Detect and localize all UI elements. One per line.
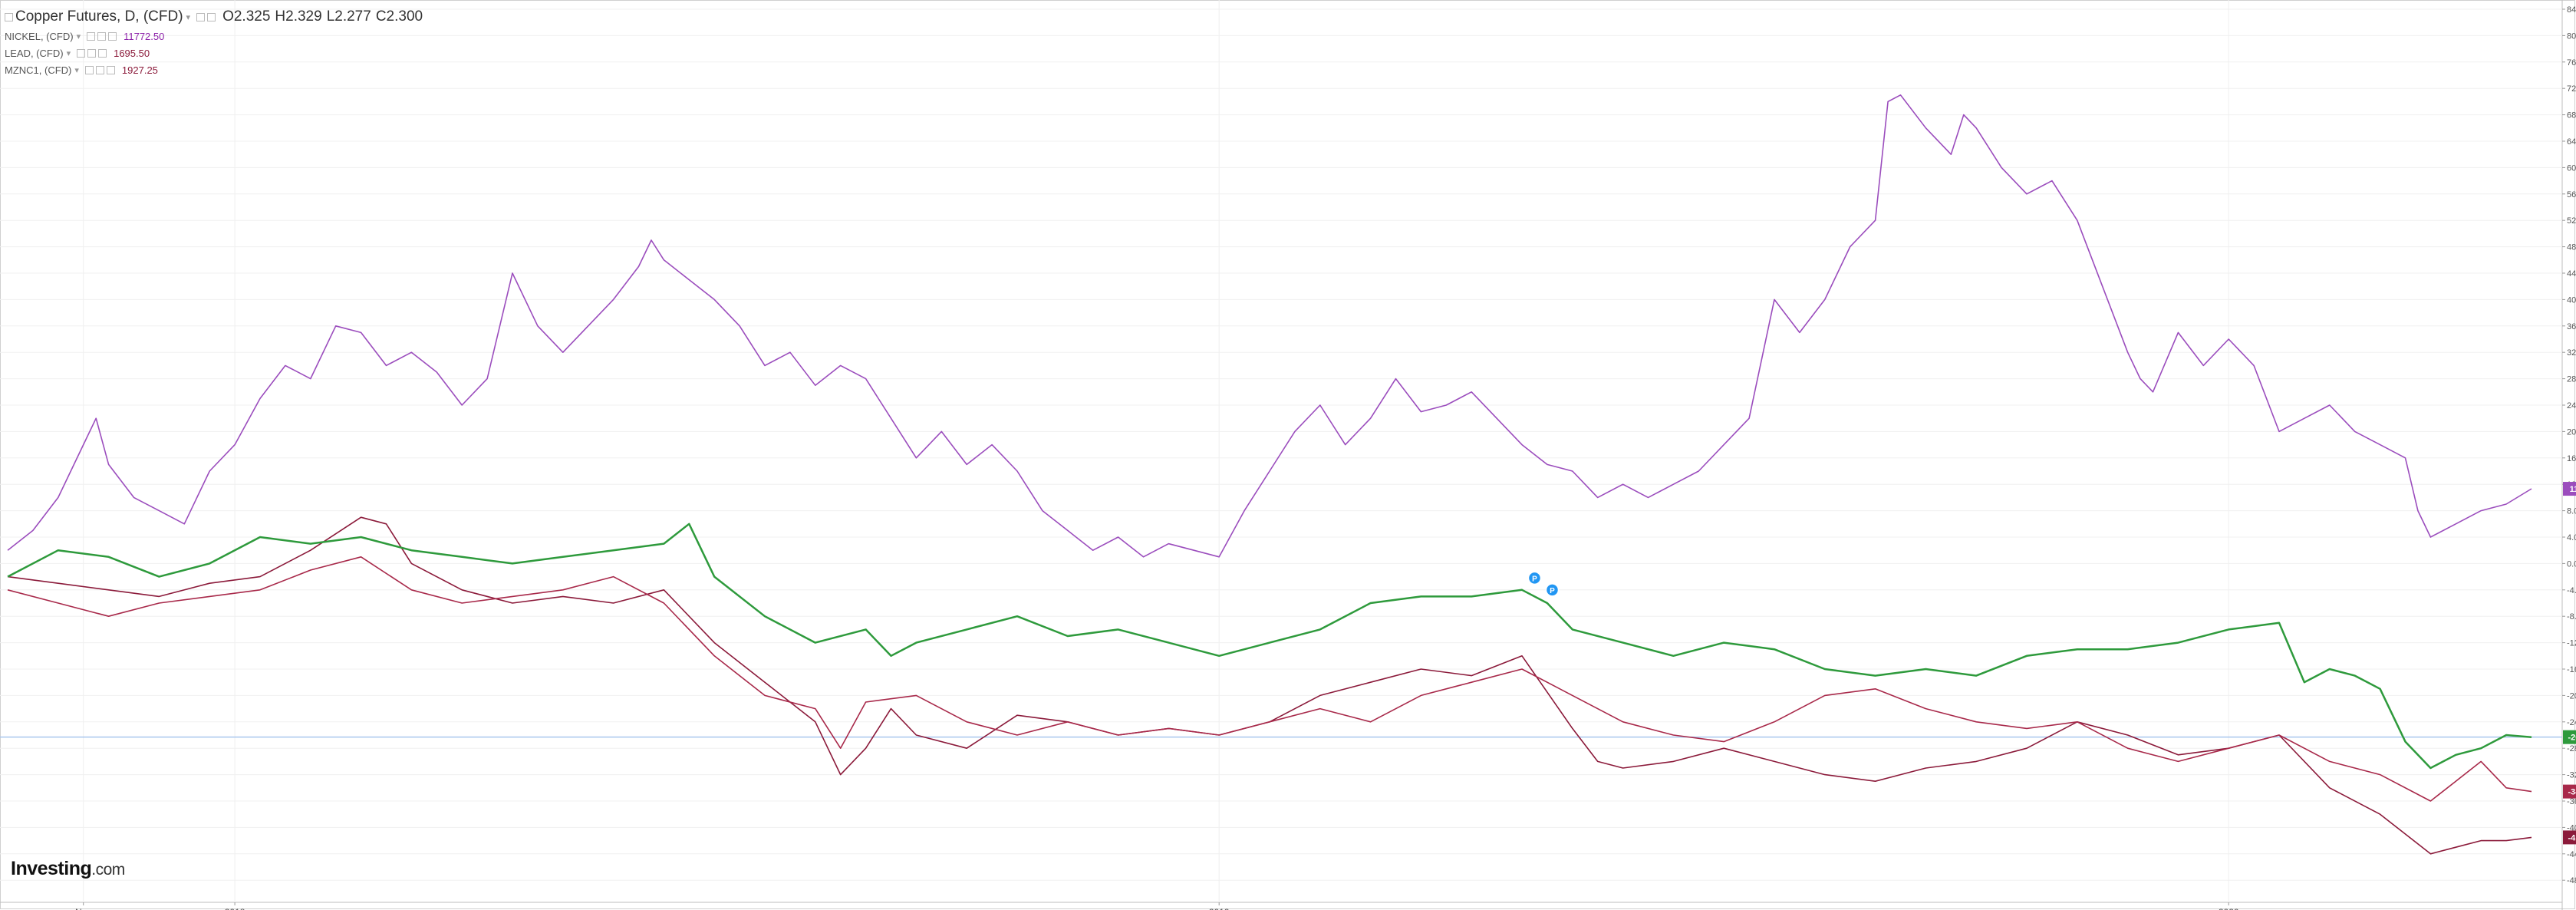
settings-toggle-icon[interactable] (84, 65, 94, 74)
symbol-value: 11772.50 (124, 30, 165, 42)
close-icon[interactable] (98, 48, 107, 58)
y-tick-label: 60.00% (2567, 163, 2576, 173)
event-marker-icon (1527, 571, 1542, 585)
chevron-down-icon[interactable]: ▾ (74, 65, 79, 75)
legend-row-nickel: NICKEL, (CFD) ▾ 11772.50 (5, 28, 423, 45)
event-marker-icon (1545, 583, 1560, 597)
y-tick-label: 52.00% (2567, 216, 2576, 226)
y-tick-label: 56.00% (2567, 190, 2576, 199)
event-marker-label: P (1550, 587, 1555, 595)
last-value-label: -26.31% (2568, 734, 2576, 743)
symbol-value: 1695.50 (114, 47, 150, 59)
y-tick-label: 48.00% (2567, 243, 2576, 252)
hide-toggle-icon[interactable] (87, 48, 97, 58)
main-symbol-title: Copper Futures, D, (CFD) (15, 8, 183, 25)
y-tick-label: 8.00% (2567, 507, 2576, 516)
y-tick-label: 32.00% (2567, 348, 2576, 358)
close-icon[interactable] (106, 65, 115, 74)
collapse-toggle-icon[interactable] (5, 12, 13, 21)
last-value-label: 11.32% (2570, 485, 2576, 494)
y-tick-label: 36.00% (2567, 322, 2576, 331)
y-tick-label: -36.00% (2567, 797, 2576, 806)
high-label: H (275, 8, 286, 25)
legend: Copper Futures, D, (CFD) ▾ O 2.325 H 2.329… (5, 6, 423, 78)
chevron-down-icon[interactable]: ▾ (76, 31, 81, 41)
y-tick-label: -44.00% (2567, 850, 2576, 859)
y-tick-label: -8.00% (2567, 612, 2576, 622)
series-line-3 (7, 523, 2532, 770)
last-value-badge (2563, 784, 2576, 799)
y-tick-label: -24.00% (2567, 718, 2576, 727)
last-value-badge (2563, 730, 2576, 744)
series-line-0 (7, 94, 2532, 558)
symbol-value: 1927.25 (121, 64, 158, 76)
hide-toggle-icon[interactable] (95, 65, 104, 74)
low-value: 2.277 (334, 8, 371, 25)
y-tick-label: -28.00% (2567, 744, 2576, 753)
y-tick-label: -12.00% (2567, 639, 2576, 648)
open-value: 2.325 (233, 8, 271, 25)
last-value-badge (2563, 830, 2576, 845)
y-tick-label: -48.00% (2567, 876, 2576, 885)
x-tick-label: 2018 (225, 907, 245, 910)
y-tick-label: 4.00% (2567, 533, 2576, 542)
y-tick-label: 84.00% (2567, 5, 2576, 15)
y-tick-label: -20.00% (2567, 691, 2576, 701)
symbol-name: NICKEL, (CFD) (5, 30, 74, 42)
last-value-label: -41.51% (2568, 833, 2576, 842)
y-tick-label: 20.00% (2567, 427, 2576, 437)
series-line-2 (7, 556, 2532, 802)
legend-row-lead: LEAD, (CFD) ▾ 1695.50 (5, 45, 423, 61)
series-line-1 (7, 516, 2532, 855)
last-value-label: -34.56% (2568, 788, 2576, 797)
y-tick-label: -32.00% (2567, 771, 2576, 780)
y-tick-label: -4.00% (2567, 586, 2576, 595)
brand-suffix: .com (91, 861, 125, 879)
investing-logo: Investing.com (11, 858, 125, 880)
close-value: 2.300 (386, 8, 423, 25)
last-value-badge (2563, 482, 2576, 496)
y-tick-label: 24.00% (2567, 401, 2576, 410)
high-value: 2.329 (285, 8, 322, 25)
y-tick-label: 68.00% (2567, 111, 2576, 120)
y-tick-label: 44.00% (2567, 269, 2576, 279)
legend-main-row: Copper Futures, D, (CFD) ▾ O 2.325 H 2.329… (5, 6, 423, 28)
chevron-down-icon[interactable]: ▾ (186, 12, 191, 22)
y-tick-label: 80.00% (2567, 31, 2576, 41)
legend-row-mznc1: MZNC1, (CFD) ▾ 1927.25 (5, 61, 423, 78)
close-label: C (375, 8, 387, 25)
x-tick-label: 2019 (1209, 907, 1230, 910)
open-label: O (222, 8, 234, 25)
close-icon[interactable] (108, 31, 117, 41)
event-marker-label: P (1532, 575, 1537, 583)
y-tick-label: 72.00% (2567, 84, 2576, 94)
hide-toggle-icon[interactable] (97, 31, 107, 41)
y-tick-label: 16.00% (2567, 454, 2576, 463)
symbol-name: MZNC1, (CFD) (5, 64, 72, 76)
brand-name: Investing (11, 858, 92, 879)
symbol-name: LEAD, (CFD) (5, 47, 64, 59)
y-tick-label: 0.00% (2567, 559, 2576, 569)
x-tick-label: 2020 (2219, 907, 2239, 910)
chevron-down-icon[interactable]: ▾ (66, 48, 71, 58)
y-tick-label: 64.00% (2567, 137, 2576, 147)
x-tick-label: Nov (75, 907, 91, 910)
low-label: L (326, 8, 335, 25)
settings-toggle-icon[interactable] (77, 48, 86, 58)
y-tick-label: -16.00% (2567, 665, 2576, 674)
y-tick-label: 76.00% (2567, 58, 2576, 68)
hide-toggle-icon[interactable] (207, 12, 216, 21)
y-tick-label: 28.00% (2567, 375, 2576, 384)
y-tick-label: 40.00% (2567, 295, 2576, 305)
settings-toggle-icon[interactable] (87, 31, 96, 41)
settings-toggle-icon[interactable] (196, 12, 206, 21)
